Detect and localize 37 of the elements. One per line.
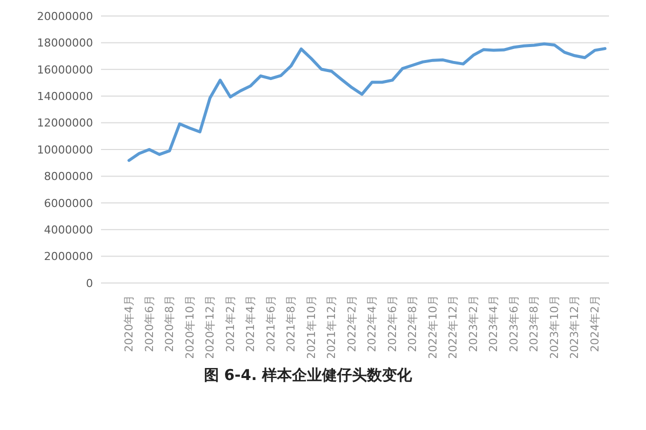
x-tick-label: 2023年12月 bbox=[568, 295, 582, 359]
y-tick-label: 6000000 bbox=[44, 196, 93, 210]
x-tick-label: 2021年2月 bbox=[224, 295, 237, 352]
x-tick-label: 2021年6月 bbox=[264, 295, 278, 352]
x-tick-label: 2020年6月 bbox=[142, 295, 156, 352]
x-tick-label: 2023年10月 bbox=[548, 295, 561, 359]
x-tick-label: 2022年12月 bbox=[446, 295, 460, 359]
line-series bbox=[128, 42, 606, 162]
x-tick-label: 2021年4月 bbox=[244, 295, 258, 352]
y-tick-label: 10000000 bbox=[37, 143, 93, 156]
x-tick-label: 2022年2月 bbox=[345, 295, 358, 352]
y-tick-label: 2000000 bbox=[44, 250, 93, 264]
x-tick-label: 2023年6月 bbox=[507, 295, 520, 352]
x-tick-label: 2023年2月 bbox=[466, 295, 480, 352]
x-tick-label: 2020年8月 bbox=[163, 295, 176, 352]
x-tick-label: 2022年10月 bbox=[426, 295, 440, 359]
y-tick-label: 4000000 bbox=[44, 224, 93, 237]
x-tick-label: 2023年4月 bbox=[487, 295, 500, 352]
y-tick-label: 20000000 bbox=[37, 10, 93, 23]
x-tick-label: 2023年8月 bbox=[528, 295, 541, 352]
text: 图 6-4. 样本企业健仔头数变化 bbox=[202, 366, 414, 385]
y-tick-label: 8000000 bbox=[44, 170, 93, 184]
y-tick-label: 12000000 bbox=[37, 116, 93, 130]
x-tick-label: 2020年12月 bbox=[204, 295, 217, 359]
x-tick-label: 2021年8月 bbox=[284, 295, 298, 352]
x-tick-label: 2020年10月 bbox=[183, 295, 196, 359]
y-tick-label: 18000000 bbox=[37, 36, 93, 50]
x-tick-label: 2020年4月 bbox=[122, 295, 136, 352]
x-tick-label: 2021年10月 bbox=[304, 295, 318, 359]
x-tick-label: 2024年2月 bbox=[588, 295, 602, 352]
y-tick-label: 14000000 bbox=[37, 90, 93, 104]
x-tick-label: 2022年6月 bbox=[386, 295, 399, 352]
x-tick-label: 2022年4月 bbox=[366, 295, 379, 352]
x-tick-label: 2022年8月 bbox=[406, 295, 420, 352]
x-tick-label: 2021年12月 bbox=[325, 295, 338, 359]
y-tick-label: 16000000 bbox=[37, 63, 93, 76]
y-tick-label: 0 bbox=[86, 276, 93, 290]
